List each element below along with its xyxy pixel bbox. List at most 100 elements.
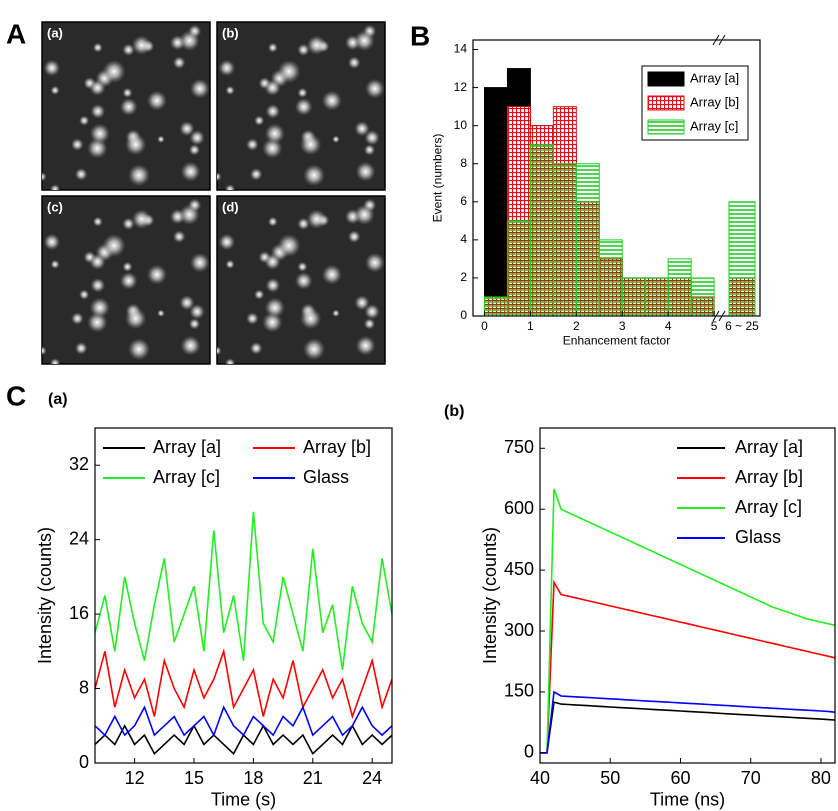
- x-tick-label: 3: [619, 319, 626, 333]
- spot: [146, 264, 167, 285]
- spot: [217, 346, 222, 356]
- x-tick-label: 18: [243, 768, 263, 788]
- plot-frame: [472, 39, 761, 317]
- spot: [364, 129, 380, 146]
- spot: [254, 289, 265, 300]
- y-tick-label: 600: [504, 498, 534, 518]
- y-tick-label: 24: [69, 528, 89, 548]
- spot: [364, 303, 380, 320]
- series-line: [95, 511, 392, 671]
- x-axis-label: Enhancement factor: [563, 333, 670, 347]
- image-spots: [217, 198, 385, 364]
- plot-area: [540, 488, 835, 754]
- y-tick-label: 450: [504, 559, 534, 579]
- y-tick-label: 2: [460, 270, 467, 284]
- subtitle: (b): [444, 403, 464, 420]
- image-spots: [42, 198, 210, 364]
- bar: [690, 277, 715, 316]
- spot: [102, 233, 126, 258]
- spot: [364, 252, 385, 273]
- spot: [297, 87, 308, 98]
- spot: [321, 90, 342, 111]
- spot: [363, 144, 376, 156]
- spot: [188, 318, 201, 330]
- plot-area: [95, 511, 392, 755]
- series-line: [95, 705, 392, 738]
- spot: [49, 358, 61, 364]
- spot: [355, 335, 376, 356]
- y-tick-label: 16: [69, 603, 89, 623]
- spot: [264, 297, 285, 318]
- spot: [92, 42, 103, 53]
- spot: [131, 35, 152, 55]
- spot: [267, 42, 278, 53]
- legend-label: Array [b]: [735, 467, 803, 487]
- y-axis-label: Intensity (counts): [35, 527, 55, 664]
- spot: [224, 184, 236, 190]
- spot: [265, 103, 281, 119]
- spot: [189, 252, 210, 273]
- y-tick-label: 32: [69, 454, 89, 474]
- legend-swatch: [647, 71, 685, 87]
- spot: [189, 78, 210, 99]
- spot: [264, 79, 281, 96]
- bar: [552, 163, 577, 316]
- legend-label: Glass: [303, 467, 349, 487]
- bar: [728, 201, 756, 316]
- x-tick-label: 24: [362, 768, 382, 788]
- spot: [224, 358, 236, 364]
- y-tick-label: 12: [454, 80, 468, 94]
- bar: [667, 258, 692, 316]
- spot: [50, 85, 60, 95]
- x-tick-label: 15: [184, 768, 204, 788]
- spot: [122, 217, 135, 231]
- spot: [363, 318, 376, 330]
- image-label: (a): [47, 25, 63, 40]
- bar: [506, 220, 531, 316]
- spot: [90, 277, 106, 293]
- spot: [189, 303, 205, 320]
- image-spots: [217, 24, 385, 190]
- image-label: (b): [222, 25, 239, 40]
- y-tick-label: 10: [454, 118, 468, 132]
- legend-label: Array [b]: [303, 437, 371, 457]
- spot: [299, 307, 322, 330]
- spot: [180, 335, 201, 356]
- spot: [267, 216, 278, 227]
- spot: [354, 30, 375, 51]
- subtitle: (a): [48, 391, 68, 408]
- legend-label: Array [c]: [735, 497, 802, 517]
- spot: [127, 338, 151, 361]
- spot: [127, 164, 151, 187]
- spot: [124, 307, 147, 330]
- legend-label: Array [c]: [690, 118, 738, 133]
- spot: [302, 338, 326, 361]
- spot: [122, 87, 133, 98]
- legend-label: Array [a]: [153, 437, 221, 457]
- spot: [189, 129, 205, 146]
- spot: [354, 204, 375, 225]
- legend-swatch: [647, 119, 685, 135]
- spot: [157, 309, 165, 318]
- spot: [297, 217, 310, 231]
- x-tick-label: 70: [741, 768, 761, 788]
- spot: [43, 59, 61, 77]
- spot: [146, 90, 167, 111]
- x-tick-label: 1: [527, 319, 534, 333]
- x-axis-label: Time (s): [211, 790, 276, 810]
- spot: [122, 43, 135, 57]
- spot: [119, 272, 138, 290]
- spot: [50, 259, 60, 269]
- spot: [321, 264, 342, 285]
- spot: [74, 341, 88, 355]
- spot: [49, 184, 61, 190]
- x-tick-label: 2: [573, 319, 580, 333]
- spot: [277, 59, 301, 84]
- panel-label: C: [6, 380, 26, 411]
- y-tick-label: 0: [524, 742, 534, 762]
- y-tick-label: 0: [79, 752, 89, 772]
- spot: [225, 85, 235, 95]
- y-tick-label: 0: [460, 308, 467, 322]
